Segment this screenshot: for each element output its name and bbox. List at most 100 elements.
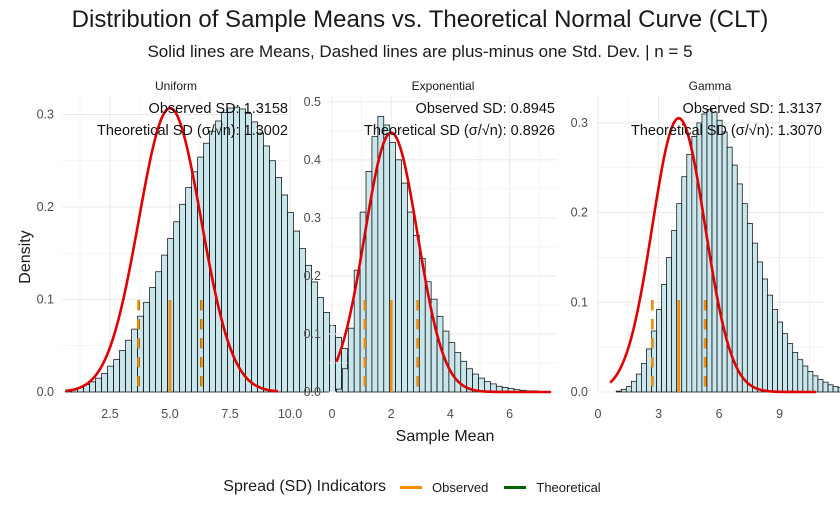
panel-uniform-bar (335, 337, 342, 393)
panel-uniform-bar (113, 359, 120, 393)
panel-uniform-y-tick-label: 0.1 (37, 293, 54, 307)
legend: Spread (SD) Indicators Observed Theoreti… (0, 478, 840, 496)
panel-gamma-strip-label: Gamma (689, 79, 732, 93)
panel-gamma-y-tick-label: 0.2 (571, 206, 588, 220)
panel-gamma-bar (797, 359, 804, 393)
panel-gamma-bar (787, 343, 794, 393)
panel-uniform-theoretical-sd-annotation: Theoretical SD (σ/√n): 1.3002 (97, 123, 288, 139)
panel-uniform-strip-label: Uniform (155, 79, 197, 93)
panel-gamma-normal-curve (609, 116, 816, 394)
panel-exponential-bar (336, 388, 343, 393)
panel-gamma-bar (802, 365, 809, 393)
panel-uniform-bar (251, 121, 258, 393)
panel-uniform-bar (329, 325, 336, 393)
panel-exponential-bar (413, 234, 420, 393)
panel-gamma-bar (817, 379, 824, 393)
panel-uniform-bar (89, 381, 96, 393)
panel-gamma-bar (762, 278, 768, 393)
panel-gamma-bar (757, 261, 763, 393)
panel-exponential-x-tick-label: 6 (506, 407, 513, 421)
panel-exponential-bar (383, 124, 391, 393)
panel-exponential-bar (401, 182, 408, 393)
panel-uniform-bar (143, 301, 150, 393)
panel-gamma-bar (736, 183, 743, 393)
legend-label-observed: Observed (432, 479, 489, 495)
panel-uniform-bar (245, 113, 252, 393)
legend-key-observed (400, 485, 423, 489)
panel-uniform-bar (221, 112, 228, 393)
panel-gamma-bar (741, 203, 748, 393)
legend-key-theoretical (504, 485, 527, 489)
panel-gamma-bar (671, 230, 678, 393)
panel-uniform-bar (239, 108, 246, 393)
panel-gamma-bar (620, 388, 627, 393)
panel-uniform-bar (317, 297, 324, 393)
panel-gamma-y-tick-label: 0.3 (571, 116, 588, 130)
legend-item-observed: Observed (400, 480, 488, 495)
panel-gamma-bar (822, 381, 829, 393)
panel-uniform-bar (263, 145, 270, 393)
panel-gamma-theoretical-sd-annotation: Theoretical SD (σ/√n): 1.3070 (631, 123, 822, 139)
legend-label-theoretical: Theoretical (536, 479, 601, 495)
panel-gamma-bar (807, 371, 814, 393)
panel-exponential-x-tick-label: 2 (388, 407, 395, 421)
panel-gamma-bar (661, 284, 667, 393)
panel-gamma-y-tick-label: 0.1 (571, 295, 588, 309)
panel-gamma-bar (837, 387, 840, 393)
panel-uniform-bar (149, 287, 156, 393)
panel-exponential-bar (407, 211, 414, 393)
panel-uniform-observed-sd-annotation: Observed SD: 1.3158 (149, 101, 288, 117)
panel-exponential-x-tick-label: 4 (447, 407, 454, 421)
panel-gamma-bar (746, 223, 753, 393)
legend-title: Spread (SD) Indicators (223, 478, 387, 495)
x-axis-label: Sample Mean (395, 428, 495, 445)
panel-uniform-y-tick-label: 0.2 (37, 200, 54, 214)
panel-uniform-bar (95, 377, 102, 393)
panel-gamma-bar (666, 257, 673, 393)
panel-uniform-bar (179, 203, 186, 393)
panel-exponential-theoretical-sd-annotation: Theoretical SD (σ/√n): 0.8926 (364, 123, 555, 139)
panel-exponential-y-tick-label: 0.4 (304, 153, 321, 167)
panel-gamma-bar (615, 390, 622, 393)
panel-gamma-bar (646, 348, 652, 393)
panel-exponential-y-tick-label: 0.1 (304, 327, 321, 341)
y-axis-label: Density (17, 230, 34, 284)
panel-gamma-bar (832, 386, 839, 393)
panel-uniform-bar (215, 120, 222, 393)
panel-gamma-bar (630, 380, 637, 393)
panel-uniform-bar (257, 132, 264, 393)
chart-title: Distribution of Sample Means vs. Theoret… (71, 6, 769, 33)
panel-uniform-bar (287, 212, 294, 393)
panel-uniform-y-tick-label: 0.0 (37, 385, 54, 399)
panel-gamma-bar (827, 384, 834, 393)
panel-gamma-bar (681, 176, 688, 393)
panel-uniform-bar (185, 187, 192, 393)
panel-uniform-bar (275, 177, 282, 393)
panel-gamma-bar (772, 309, 778, 393)
panel-gamma-bar (792, 352, 799, 393)
panel-uniform-x-tick-label: 10.0 (278, 407, 302, 421)
panel-uniform-bar (209, 130, 216, 393)
panel-gamma-bar (782, 333, 789, 393)
panel-gamma-bar (641, 362, 647, 393)
panel-uniform-bar (125, 339, 132, 393)
legend-item-theoretical: Theoretical (504, 479, 601, 495)
panel-gamma-bar (701, 113, 708, 393)
panel-uniform-bar (107, 365, 114, 393)
panel-gamma-x-tick-label: 9 (776, 407, 783, 421)
panel-gamma-x-tick-label: 3 (655, 407, 662, 421)
panel-gamma-bar (767, 294, 773, 393)
panel-uniform-bar (233, 106, 240, 393)
panel-gamma-bar (711, 111, 718, 393)
panel-gamma-bar (812, 375, 819, 393)
panel-exponential-observed-sd-annotation: Observed SD: 0.8945 (416, 101, 555, 117)
panel-uniform-bar (173, 221, 180, 393)
panel-uniform-x-tick-label: 5.0 (161, 407, 178, 421)
panel-uniform-bar (203, 142, 210, 393)
panel-uniform-x-tick-label: 2.5 (101, 407, 118, 421)
panel-uniform-bar (293, 230, 300, 393)
panel-uniform-bar (161, 254, 168, 393)
panel-gamma-bar (625, 386, 632, 393)
panel-gamma-bar (777, 321, 783, 393)
